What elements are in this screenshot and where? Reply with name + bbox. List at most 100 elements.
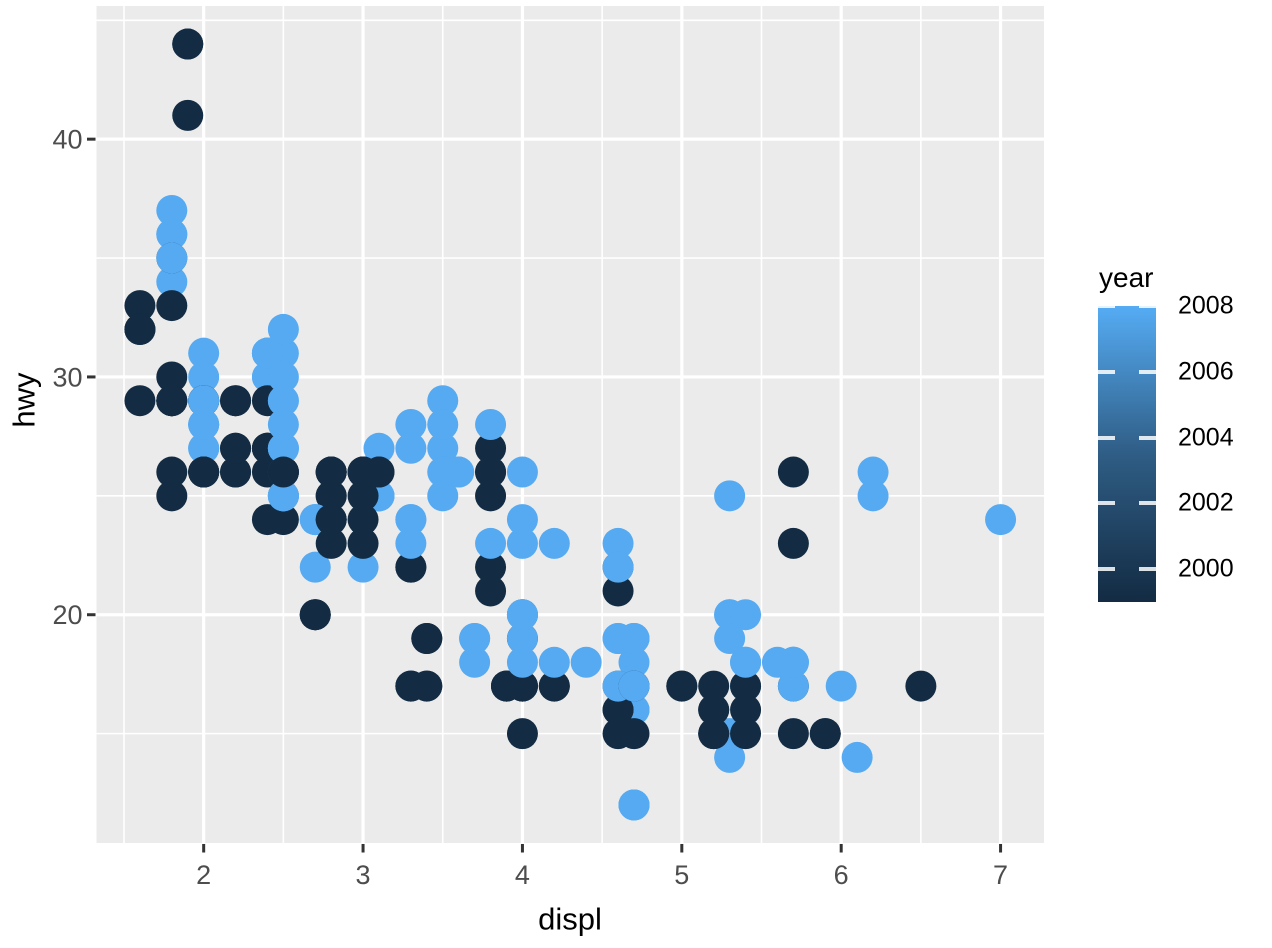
data-point (188, 432, 220, 464)
data-point (618, 789, 650, 821)
legend-tick-label: 2006 (1178, 357, 1234, 386)
data-point (698, 670, 730, 702)
data-point (156, 218, 188, 250)
y-tick-label: 40 (52, 125, 82, 155)
legend-tick-label: 2002 (1178, 488, 1234, 517)
major-gridlines (96, 6, 1044, 843)
data-point (506, 718, 538, 750)
data-point (841, 741, 873, 773)
data-point (156, 266, 188, 298)
data-point (777, 718, 809, 750)
data-point (220, 385, 252, 417)
data-point (825, 670, 857, 702)
data-point (475, 575, 507, 607)
data-point (618, 646, 650, 678)
data-point (427, 385, 459, 417)
data-point (666, 670, 698, 702)
data-point (602, 575, 634, 607)
data-point (188, 337, 220, 369)
data-point (267, 480, 299, 512)
data-point (315, 480, 347, 512)
data-point (427, 480, 459, 512)
colorbar-tick-mark (1139, 567, 1156, 572)
colorbar-tick-mark (1139, 501, 1156, 506)
data-point (475, 432, 507, 464)
data-point (506, 527, 538, 559)
data-point (857, 480, 889, 512)
legend-tick-label: 2008 (1178, 291, 1234, 320)
data-point (267, 456, 299, 488)
data-point (251, 337, 283, 369)
data-point (618, 670, 650, 702)
x-axis-title: displ (538, 901, 602, 937)
data-point (777, 456, 809, 488)
data-point (172, 28, 204, 60)
data-point (538, 527, 570, 559)
data-point (363, 432, 395, 464)
data-point (506, 670, 538, 702)
data-point (395, 432, 427, 464)
data-point (220, 456, 252, 488)
data-point (602, 694, 634, 726)
data-point (156, 480, 188, 512)
data-point (985, 504, 1017, 536)
x-tick-label: 7 (993, 860, 1008, 890)
data-point (395, 527, 427, 559)
y-axis-title: hwy (6, 372, 42, 428)
data-point (475, 456, 507, 488)
colorbar-tick-mark (1098, 306, 1115, 308)
data-point (570, 646, 602, 678)
data-point (506, 456, 538, 488)
data-point (188, 385, 220, 417)
legend-tick-label: 2000 (1178, 554, 1234, 583)
data-point (156, 290, 188, 322)
data-point (347, 527, 379, 559)
data-point (602, 551, 634, 583)
data-point (315, 504, 347, 536)
data-point (777, 646, 809, 678)
data-point (347, 504, 379, 536)
data-point (156, 385, 188, 417)
data-point (602, 527, 634, 559)
data-point (267, 313, 299, 345)
data-point (124, 313, 156, 345)
data-point (267, 361, 299, 393)
x-tick-label: 6 (834, 860, 849, 890)
data-point (506, 504, 538, 536)
data-point (156, 361, 188, 393)
data-point (267, 409, 299, 440)
data-point (714, 741, 746, 773)
data-point (475, 527, 507, 559)
data-point (347, 456, 379, 488)
data-point (156, 456, 188, 488)
x-tick-label: 5 (674, 860, 689, 890)
colorbar-tick-mark (1098, 501, 1115, 506)
data-point (475, 480, 507, 512)
data-point (475, 551, 507, 583)
data-point (905, 670, 937, 702)
colorbar-tick-mark (1139, 369, 1156, 374)
data-point (618, 718, 650, 750)
data-point (730, 718, 762, 750)
data-point (347, 480, 379, 512)
x-tick-label: 2 (196, 860, 211, 890)
data-point (124, 385, 156, 417)
data-point (188, 361, 220, 393)
data-point (698, 694, 730, 726)
data-point (124, 290, 156, 322)
legend-title: year (1099, 262, 1154, 293)
legend-colorbar (1098, 306, 1156, 602)
data-point (809, 718, 841, 750)
minor-gridlines (96, 6, 1044, 843)
data-point (315, 527, 347, 559)
data-point (427, 409, 459, 440)
data-point (427, 432, 459, 464)
data-point (395, 504, 427, 536)
data-point (777, 527, 809, 559)
data-point (267, 432, 299, 464)
data-point (602, 623, 634, 655)
data-points (124, 28, 1017, 821)
x-tick-labels: 2 3 4 5 6 7 (196, 860, 1008, 890)
data-point (411, 623, 443, 655)
